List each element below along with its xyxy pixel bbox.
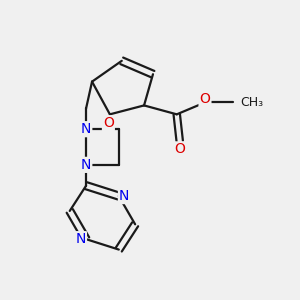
Text: O: O <box>174 142 185 156</box>
Text: O: O <box>200 92 210 106</box>
Text: CH₃: CH₃ <box>240 96 263 109</box>
Text: O: O <box>103 116 114 130</box>
Text: N: N <box>81 158 91 172</box>
Text: N: N <box>119 189 129 203</box>
Text: N: N <box>76 232 86 246</box>
Text: N: N <box>81 122 91 136</box>
